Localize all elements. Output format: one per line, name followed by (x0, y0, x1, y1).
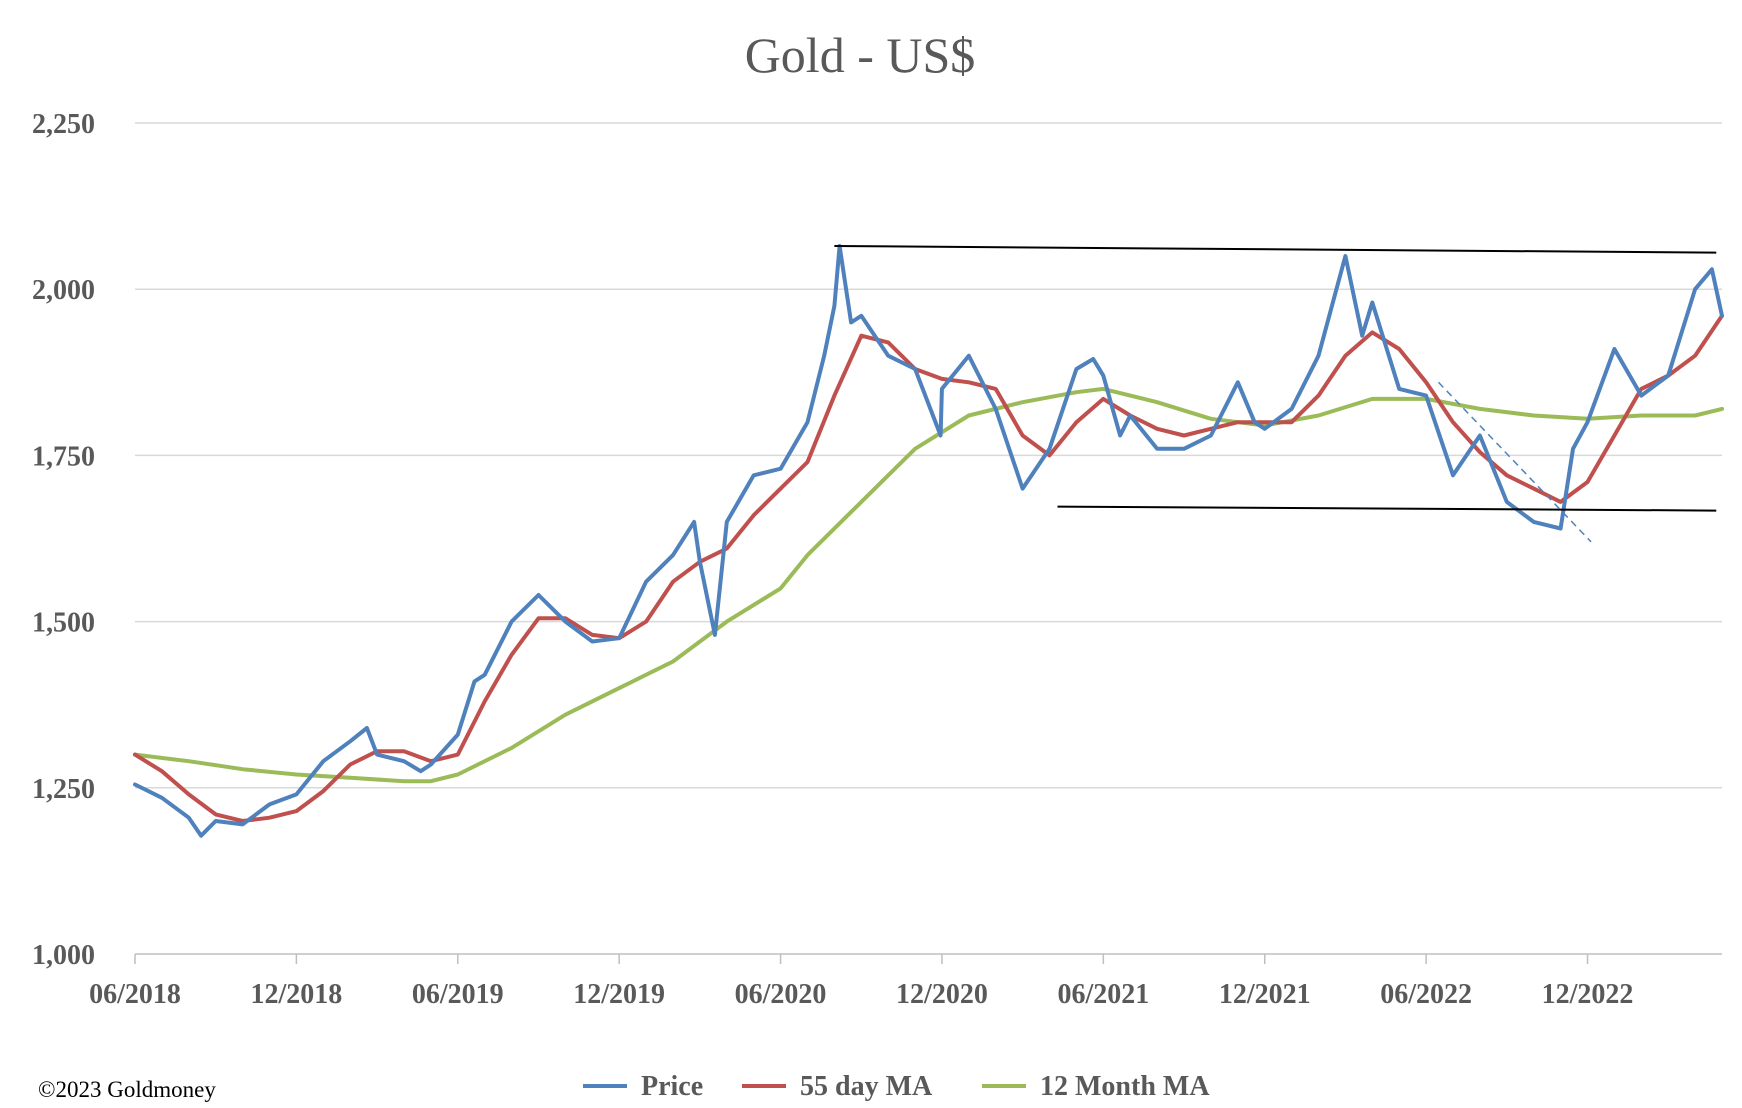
x-tick-label: 06/2022 (1380, 979, 1472, 1010)
x-tick-label: 12/2020 (896, 979, 988, 1010)
legend-label: 55 day MA (800, 1071, 933, 1102)
y-tick-label: 1,250 (32, 774, 95, 805)
trendline-annotations (834, 244, 1717, 543)
legend: Price 55 day MA 12 Month MA (583, 1071, 1210, 1102)
x-tick-label: 12/2018 (250, 979, 342, 1010)
x-tick-label: 06/2021 (1057, 979, 1149, 1010)
copyright-text: ©2023 Goldmoney (38, 1077, 216, 1102)
legend-label: 12 Month MA (1040, 1071, 1210, 1102)
legend-label: Price (641, 1071, 703, 1102)
series-line-price (133, 244, 1724, 838)
series-line-12-month-ma (133, 386, 1724, 784)
x-tick-label: 12/2019 (573, 979, 665, 1010)
y-tick-label: 1,000 (32, 940, 95, 971)
x-tick-label: 06/2019 (412, 979, 504, 1010)
y-tick-label: 2,000 (32, 275, 95, 306)
trendline (1057, 505, 1717, 512)
axes (134, 953, 1722, 964)
y-axis-tick-labels: 1,000 1,250 1,500 1,750 2,000 2,250 (32, 109, 95, 971)
x-tick-label: 12/2021 (1219, 979, 1311, 1010)
x-tick-label: 06/2020 (735, 979, 827, 1010)
y-tick-label: 2,250 (32, 109, 95, 140)
y-tick-label: 1,750 (32, 441, 95, 472)
x-tick-label: 06/2018 (89, 979, 181, 1010)
x-axis-tick-labels: 06/2018 12/2018 06/2019 12/2019 06/2020 12/20… (89, 979, 1633, 1010)
trendline (1437, 381, 1592, 543)
y-tick-label: 1,500 (32, 608, 95, 639)
data-series (133, 244, 1724, 838)
series-line-55-day-ma (133, 313, 1724, 823)
trendline (834, 244, 1717, 254)
x-tick-label: 12/2022 (1542, 979, 1634, 1010)
horizontal-gridlines (135, 122, 1722, 789)
chart-title: Gold - US$ (745, 27, 976, 83)
